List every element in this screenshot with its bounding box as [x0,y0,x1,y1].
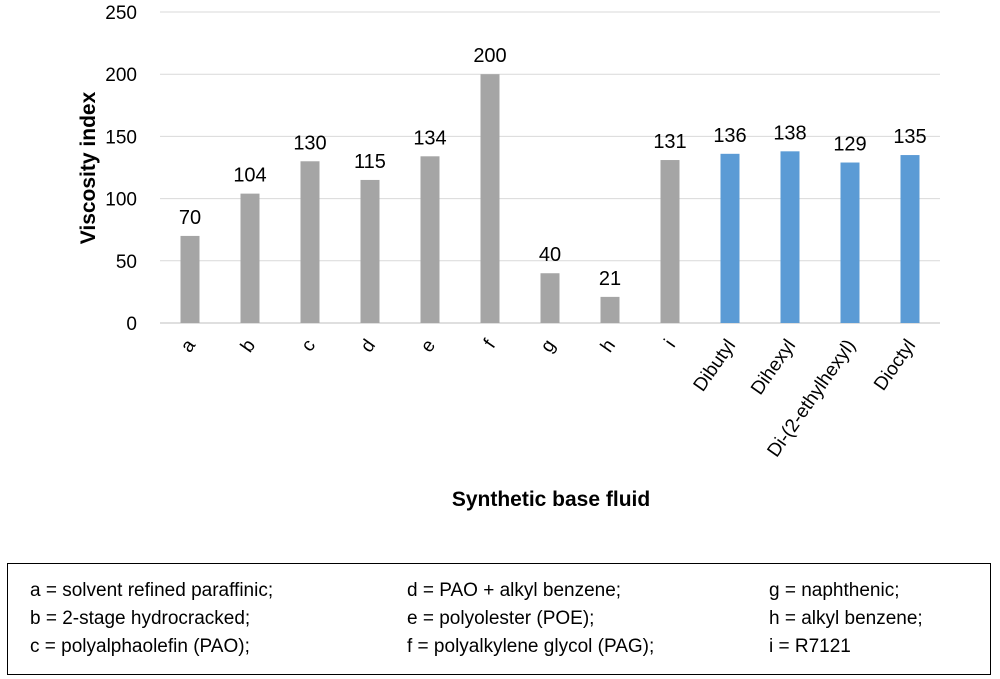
x-tick-label: c [297,336,320,356]
bar [420,156,440,323]
legend-entry-f: f = polyalkylene glycol (PAG); [407,636,655,657]
abbreviation-legend: a = solvent refined paraffinic; d = PAO … [7,563,991,675]
x-axis-title: Synthetic base fluid [452,488,650,511]
bar-chart: 0 50 100 150 200 250 70 104 130 115 134 200 40 21 131… [77,3,940,511]
data-label: 136 [713,125,746,147]
data-label: 200 [473,45,506,67]
data-label: 115 [354,151,386,173]
x-axis-tick-labels: a b c d e f g h i Dibutyl DihexylDi-(2-ethylhexyl)… [177,335,920,461]
legend-entry-e: e = polyolester (POE); [407,608,595,629]
x-tick-label: a [177,335,201,356]
data-label: 129 [833,134,866,156]
bar [180,235,200,323]
y-tick-label: 250 [105,3,137,24]
data-label: 21 [599,268,621,290]
x-tick-label: b [237,336,260,357]
data-label: 131 [653,131,686,153]
bar [300,161,320,323]
y-tick-label: 150 [105,127,137,148]
data-label: 138 [773,122,806,144]
legend-entry-g: g = naphthenic; [769,580,900,601]
gridlines [160,11,940,324]
bar [780,151,800,323]
y-tick-label: 50 [116,252,137,273]
x-tick-label: e [417,336,440,357]
bar [540,273,560,323]
x-tick-label: Dibutyl [690,336,741,396]
x-tick-label: d [357,336,380,357]
data-label: 130 [293,132,326,154]
data-label: 135 [893,126,926,148]
bar [660,160,680,323]
y-tick-label: 100 [105,190,137,211]
bar [600,296,620,323]
legend-entry-b: b = 2-stage hydrocracked; [30,608,251,629]
y-tick-label: 0 [126,314,137,335]
bar [840,162,860,323]
bar [900,155,920,323]
x-tick-label: i [660,336,680,352]
y-axis-tick-labels: 0 50 100 150 200 250 [105,3,137,335]
bar [240,193,260,323]
legend-entry-a: a = solvent refined paraffinic; [30,580,274,601]
legend-grid: a = solvent refined paraffinic; d = PAO … [30,577,980,668]
bar [720,153,740,323]
legend-entry-d: d = PAO + alkyl benzene; [407,580,622,601]
data-label: 70 [179,207,201,229]
data-label: 40 [539,244,561,266]
legend-entry-c: c = polyalphaolefin (PAO); [30,636,250,657]
x-tick-label: Dioctyl [870,336,920,395]
bars [180,74,920,323]
x-tick-label: Dihexyl [747,336,800,399]
y-axis-title: Viscosity index [77,91,100,244]
data-label: 104 [233,165,266,187]
bar [360,179,380,323]
legend-entry-i: i = R7121 [769,636,851,657]
data-label: 134 [413,127,446,149]
legend-entry-h: h = alkyl benzene; [769,608,923,629]
x-tick-label: g [537,336,560,357]
y-tick-label: 200 [105,65,137,86]
bar [480,74,500,323]
data-labels: 70 104 130 115 134 200 40 21 131 136 138 129 135 [179,45,927,290]
x-tick-label: h [597,336,620,357]
x-tick-label: f [480,335,501,352]
